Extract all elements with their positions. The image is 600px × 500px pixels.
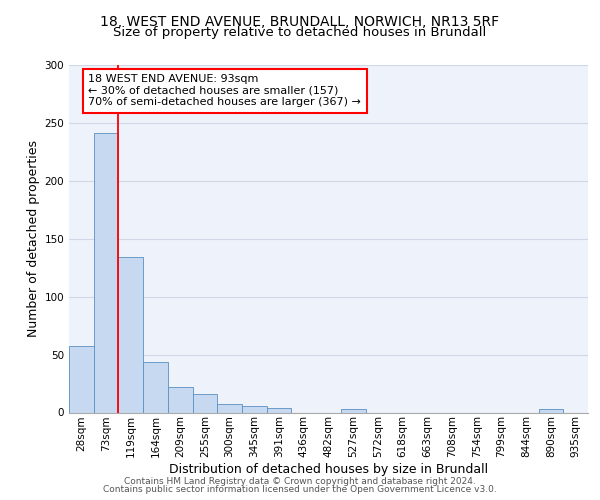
Text: 18 WEST END AVENUE: 93sqm
← 30% of detached houses are smaller (157)
70% of semi: 18 WEST END AVENUE: 93sqm ← 30% of detac… — [88, 74, 361, 108]
Bar — [168, 387, 193, 412]
Bar — [143, 362, 168, 412]
Bar — [118, 258, 143, 412]
Bar — [217, 404, 242, 412]
Y-axis label: Number of detached properties: Number of detached properties — [27, 140, 40, 337]
X-axis label: Distribution of detached houses by size in Brundall: Distribution of detached houses by size … — [169, 463, 488, 476]
Text: 18, WEST END AVENUE, BRUNDALL, NORWICH, NR13 5RF: 18, WEST END AVENUE, BRUNDALL, NORWICH, … — [100, 15, 500, 29]
Bar — [539, 409, 563, 412]
Text: Contains HM Land Registry data © Crown copyright and database right 2024.: Contains HM Land Registry data © Crown c… — [124, 477, 476, 486]
Text: Contains public sector information licensed under the Open Government Licence v3: Contains public sector information licen… — [103, 484, 497, 494]
Bar — [341, 409, 365, 412]
Bar — [193, 394, 217, 412]
Bar — [267, 408, 292, 412]
Bar — [69, 346, 94, 412]
Bar — [242, 406, 267, 412]
Text: Size of property relative to detached houses in Brundall: Size of property relative to detached ho… — [113, 26, 487, 39]
Bar — [94, 134, 118, 412]
